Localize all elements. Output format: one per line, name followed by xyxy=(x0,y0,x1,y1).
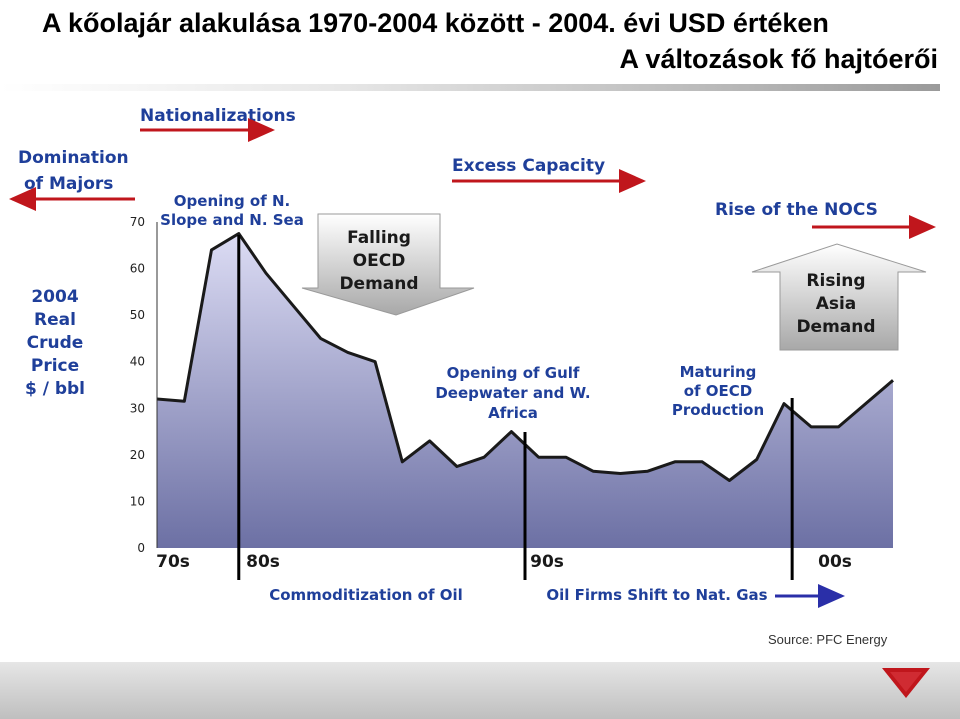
y-tick-70: 70 xyxy=(130,215,145,229)
rising-demand-up-arrow xyxy=(751,243,927,351)
page-subtitle: A változások fő hajtóerői xyxy=(619,44,938,74)
title-separator xyxy=(0,84,940,91)
commoditization-label: Commoditization of Oil xyxy=(269,586,463,604)
x-era-labels: 70s 80s 90s 00s xyxy=(156,552,852,572)
era-label-00s: 00s xyxy=(818,552,852,572)
era-label-70s: 70s xyxy=(156,552,190,572)
oil-firms-label: Oil Firms Shift to Nat. Gas xyxy=(546,586,767,604)
rise-nocs-label: Rise of the NOCS xyxy=(715,200,878,220)
y-label-line-4: Price xyxy=(31,356,79,376)
event-markers xyxy=(237,235,794,580)
gulf-label-3: Africa xyxy=(488,404,538,422)
rising-label-1: Rising xyxy=(806,271,865,291)
falling-label-2: OECD xyxy=(353,251,406,271)
rising-label-2: Asia xyxy=(816,294,857,314)
y-label-line-5: $ / bbl xyxy=(25,379,85,399)
opening-north-label-1: Opening of N. xyxy=(174,192,290,210)
domination-label-1: Domination xyxy=(18,148,129,168)
y-tick-labels: 0 10 20 30 40 50 60 70 xyxy=(130,215,145,555)
era-label-90s: 90s xyxy=(530,552,564,572)
falling-demand-down-arrow xyxy=(301,213,475,316)
y-label-line-1: 2004 xyxy=(31,287,78,307)
opening-north-label-2: Slope and N. Sea xyxy=(160,211,304,229)
y-tick-60: 60 xyxy=(130,262,145,276)
rising-label-3: Demand xyxy=(796,317,875,337)
falling-label-3: Demand xyxy=(339,274,418,294)
excess-capacity-label: Excess Capacity xyxy=(452,156,605,176)
gulf-label-1: Opening of Gulf xyxy=(447,364,580,382)
y-tick-40: 40 xyxy=(130,355,145,369)
y-tick-20: 20 xyxy=(130,448,145,462)
logo-icon xyxy=(882,668,930,698)
maturing-label-3: Production xyxy=(672,401,764,419)
price-area xyxy=(157,233,893,548)
page-title: A kőolajár alakulása 1970-2004 között - … xyxy=(42,8,829,38)
footer-bar xyxy=(0,662,960,719)
y-tick-50: 50 xyxy=(130,308,145,322)
maturing-label-1: Maturing xyxy=(680,363,757,381)
source-label: Source: PFC Energy xyxy=(768,632,888,647)
y-tick-30: 30 xyxy=(130,401,145,415)
era-label-80s: 80s xyxy=(246,552,280,572)
domination-label-2: of Majors xyxy=(24,174,113,194)
nationalizations-label: Nationalizations xyxy=(140,106,296,126)
y-tick-0: 0 xyxy=(137,541,145,555)
y-label-line-3: Crude xyxy=(27,333,84,353)
maturing-label-2: of OECD xyxy=(684,382,753,400)
falling-label-1: Falling xyxy=(347,228,411,248)
y-tick-10: 10 xyxy=(130,494,145,508)
gulf-label-2: Deepwater and W. xyxy=(435,384,590,402)
y-label-line-2: Real xyxy=(34,310,76,330)
